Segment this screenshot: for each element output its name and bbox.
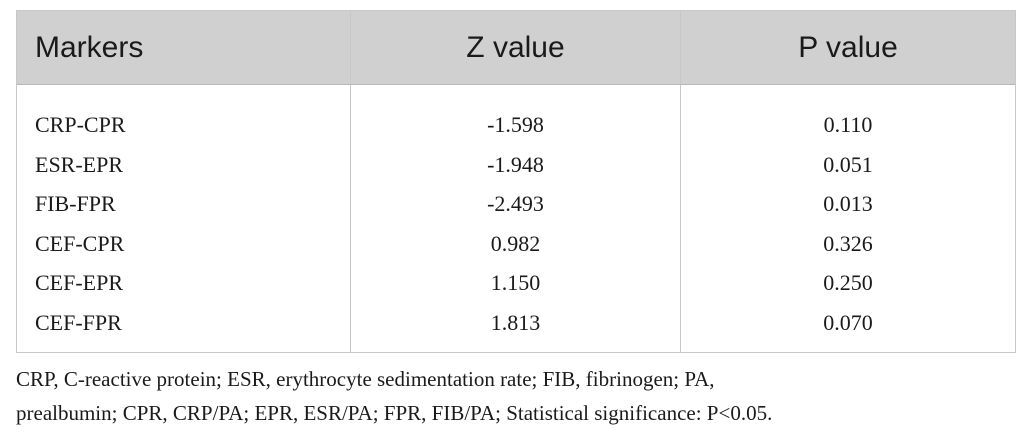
table-body: CRP-CPR ESR-EPR FIB-FPR CEF-CPR CEF-EPR … bbox=[17, 85, 1015, 352]
p-value-cell: 0.326 bbox=[823, 230, 873, 256]
marker-cell: CEF-CPR bbox=[35, 230, 125, 256]
header-z-value: Z value bbox=[351, 11, 681, 84]
z-value-cell: -2.493 bbox=[487, 191, 544, 217]
z-value-cell: -1.948 bbox=[487, 151, 544, 177]
footnote-line-2: prealbumin; CPR, CRP/PA; EPR, ESR/PA; FP… bbox=[16, 401, 773, 425]
footnote-line-1: CRP, C-reactive protein; ESR, erythrocyt… bbox=[16, 367, 715, 391]
data-table: Markers Z value P value CRP-CPR ESR-EPR … bbox=[16, 10, 1016, 353]
p-value-cell: 0.250 bbox=[823, 270, 873, 296]
z-value-cell: 0.982 bbox=[490, 230, 541, 256]
z-value-cell: 1.813 bbox=[490, 309, 541, 335]
header-p-value: P value bbox=[798, 30, 898, 64]
p-value-cell: 0.013 bbox=[823, 191, 873, 217]
p-value-cell: 0.110 bbox=[823, 112, 873, 137]
header-markers: Markers bbox=[17, 11, 351, 84]
marker-cell: FIB-FPR bbox=[35, 191, 116, 217]
marker-cell: CEF-EPR bbox=[35, 270, 124, 296]
p-value-cell: 0.070 bbox=[823, 309, 873, 335]
table-footnote: CRP, C-reactive protein; ESR, erythrocyt… bbox=[16, 362, 1012, 430]
markers-column: CRP-CPR ESR-EPR FIB-FPR CEF-CPR CEF-EPR … bbox=[17, 85, 351, 352]
marker-cell: CEF-FPR bbox=[35, 309, 122, 335]
marker-cell: ESR-EPR bbox=[35, 151, 124, 177]
z-value-cell: -1.598 bbox=[487, 112, 544, 137]
p-value-column: 0.110 0.051 0.013 0.326 0.250 0.070 bbox=[681, 85, 1015, 352]
z-value-column: -1.598 -1.948 -2.493 0.982 1.150 1.813 bbox=[351, 85, 681, 352]
z-value-cell: 1.150 bbox=[490, 270, 541, 296]
table-header: Markers Z value P value bbox=[17, 11, 1015, 85]
marker-cell: CRP-CPR bbox=[35, 112, 126, 137]
p-value-cell: 0.051 bbox=[823, 151, 873, 177]
